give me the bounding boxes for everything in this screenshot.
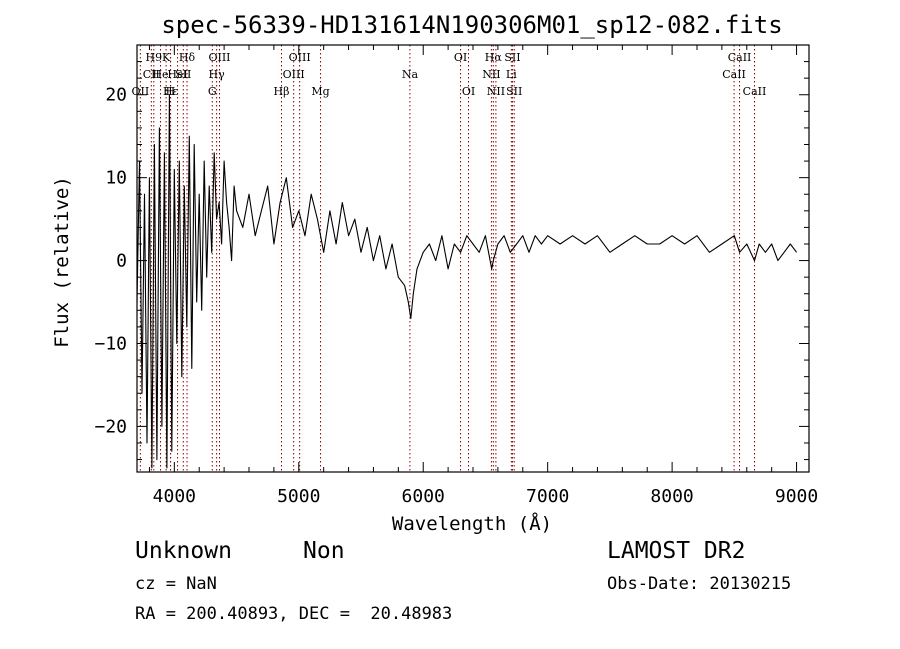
spectral-line-label: Hβ — [274, 85, 290, 98]
spectral-line-label: OI — [454, 51, 467, 64]
x-tick-label: 8000 — [650, 486, 693, 507]
survey-label: LAMOST DR2 — [607, 538, 746, 564]
spectral-line-markers — [139, 45, 755, 472]
x-tick-label: 7000 — [526, 486, 569, 507]
spectral-line-label: HeI — [167, 68, 187, 81]
obs-date-text: Obs-Date: 20130215 — [607, 574, 792, 594]
y-tick-label: 20 — [105, 85, 127, 106]
axes-layer: 4000 5000 6000 7000 8000 9000 −20 −10 0 10 20 — [94, 44, 818, 507]
spectral-line-label: CII — [143, 68, 160, 81]
series-layer — [136, 94, 798, 469]
spectral-line-label: NII — [487, 85, 505, 98]
coordinates-text: RA = 200.40893, DEC = 20.48983 — [135, 604, 453, 624]
spectral-line-label: CaII — [728, 51, 752, 64]
spectral-line-label: CaII — [722, 68, 746, 81]
spectral-line-label: OII — [132, 85, 150, 98]
spectral-line-label: K — [162, 51, 171, 64]
spectral-line-label: Na — [402, 68, 419, 81]
spectral-line-label: Li — [506, 68, 517, 81]
spectrum-line — [136, 94, 798, 469]
spectral-line-label: OIII — [289, 51, 311, 64]
spectral-line-label: SII — [506, 85, 522, 98]
y-axis-label: Flux (relative) — [51, 176, 73, 348]
x-tick-label: 9000 — [775, 486, 818, 507]
y-tick-label: −10 — [94, 333, 127, 354]
spectral-line-label: He — [152, 68, 168, 81]
y-tick-label: −20 — [94, 416, 127, 437]
x-tick-label: 4000 — [153, 486, 196, 507]
class-label: Unknown — [135, 538, 232, 564]
spectral-line-label: Hα — [485, 51, 503, 64]
x-tick-label: 6000 — [402, 486, 445, 507]
y-tick-label: 10 — [105, 168, 127, 189]
spectral-line-label: Mg — [311, 85, 329, 98]
spectral-line-label: G — [208, 85, 217, 98]
spectral-line-label: SII — [175, 68, 191, 81]
x-axis-label: Wavelength (Å) — [392, 512, 552, 535]
x-tick-label: 5000 — [277, 486, 320, 507]
spectral-line-label: OIII — [283, 68, 305, 81]
spectral-line-label: OI — [462, 85, 475, 98]
plot-frame — [136, 44, 810, 473]
spectral-line-label: NII — [482, 68, 500, 81]
spectral-line-label: Hδ — [179, 51, 196, 64]
spectral-line-label: SII — [504, 51, 520, 64]
spectral-line-label: Hε — [163, 85, 179, 98]
spectral-line-label: Hγ — [209, 68, 226, 81]
y-tick-label: 0 — [116, 251, 127, 272]
chart-title: spec-56339-HD131614N190306M01_sp12-082.f… — [161, 11, 782, 39]
spectral-line-label: H — [166, 85, 176, 98]
spectral-line-label: CaII — [743, 85, 767, 98]
subclass-label: Non — [303, 538, 345, 564]
spectral-line-label: OIII — [208, 51, 230, 64]
spectral-line-label: H9 — [146, 51, 163, 64]
redshift-text: cz = NaN — [135, 574, 217, 594]
